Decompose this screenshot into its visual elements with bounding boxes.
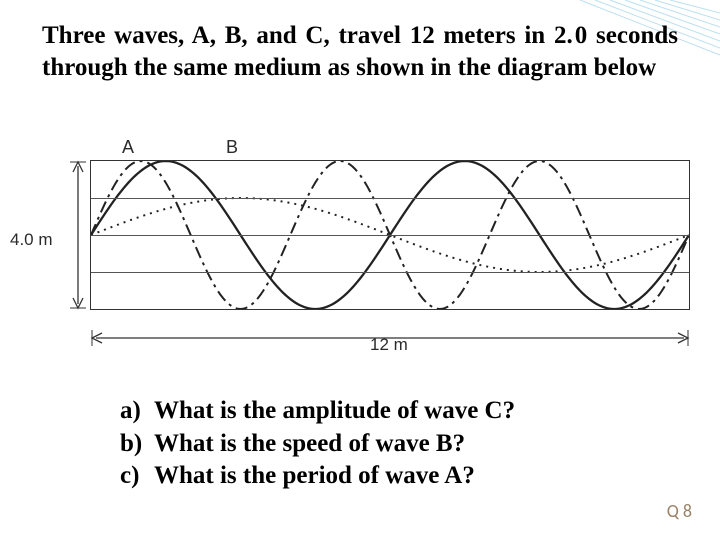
- question-letter: a): [120, 395, 154, 428]
- intro-text: Three waves, A, B, and C, travel 12 mete…: [42, 20, 678, 84]
- y-dimension-arrow: [68, 160, 88, 310]
- wave-label-a: A: [122, 137, 134, 158]
- question-a: a)What is the amplitude of wave C?: [120, 395, 515, 428]
- wave-diagram: A B C 4.0 m 12 m: [10, 135, 710, 360]
- question-letter: c): [120, 460, 154, 493]
- page-footer: Q 8: [667, 500, 692, 522]
- wave-label-b: B: [226, 137, 238, 158]
- chart-box: [90, 160, 690, 310]
- question-text: What is the period of wave A?: [154, 462, 475, 489]
- x-dimension-arrow: [90, 328, 690, 348]
- question-b: b)What is the speed of wave B?: [120, 428, 515, 461]
- question-letter: b): [120, 428, 154, 461]
- question-text: What is the speed of wave B?: [154, 430, 465, 457]
- question-c: c)What is the period of wave A?: [120, 460, 515, 493]
- question-text: What is the amplitude of wave C?: [154, 397, 515, 424]
- question-list: a)What is the amplitude of wave C? b)Wha…: [120, 395, 515, 493]
- y-axis-label: 4.0 m: [10, 230, 53, 250]
